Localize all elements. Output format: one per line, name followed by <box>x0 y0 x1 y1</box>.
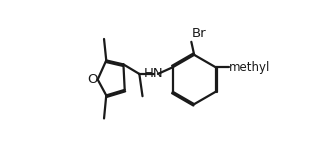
Text: O: O <box>88 73 98 86</box>
Text: HN: HN <box>143 67 163 80</box>
Text: Br: Br <box>192 27 207 40</box>
Text: methyl: methyl <box>229 61 271 74</box>
